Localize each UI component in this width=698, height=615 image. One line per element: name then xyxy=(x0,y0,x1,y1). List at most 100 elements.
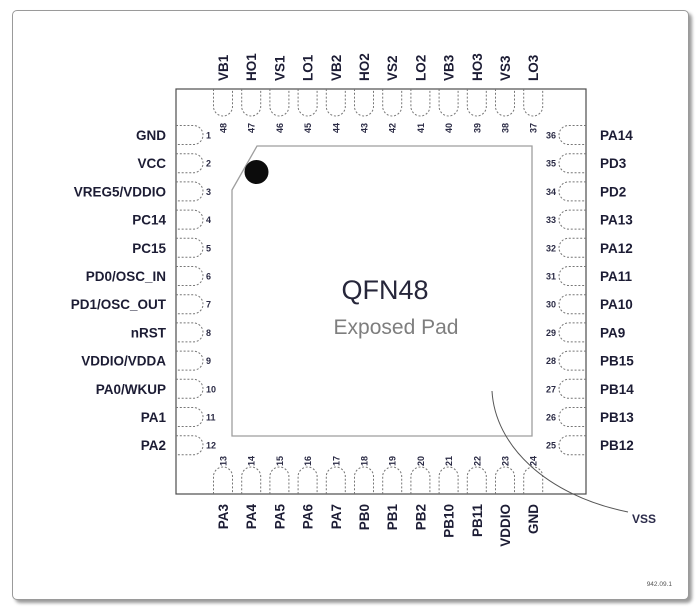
pin-label: LO3 xyxy=(526,54,541,81)
pin-20: 20 PB2 xyxy=(410,456,431,530)
pin-number: 17 xyxy=(331,456,341,466)
pin-label: PC14 xyxy=(132,213,166,228)
pin-pad-shape xyxy=(558,407,586,427)
pin-28: 28 PB15 xyxy=(546,350,634,371)
pin-44: 44 VB2 xyxy=(325,55,346,133)
pin-number: 3 xyxy=(206,187,211,197)
pin-label: LO2 xyxy=(413,55,428,81)
pin-pad-shape xyxy=(410,466,431,494)
pin-4: 4 PC14 xyxy=(132,209,211,230)
pin-label: PB10 xyxy=(442,504,457,538)
pin-pad-shape xyxy=(438,466,459,494)
pin-number: 33 xyxy=(546,215,556,225)
pin-33: 33 PA13 xyxy=(546,209,633,230)
pin-pad-shape xyxy=(354,89,374,117)
pin-label: PA0/WKUP xyxy=(96,382,166,397)
pin-pad-shape xyxy=(523,466,544,494)
pin-pad-shape xyxy=(176,237,204,258)
pin-36: 36 PA14 xyxy=(546,125,633,145)
pin-pad-shape xyxy=(558,153,586,174)
pin-pad-shape xyxy=(558,350,586,371)
pin-number: 5 xyxy=(206,243,211,253)
pin-label: HO3 xyxy=(470,53,485,81)
pin-pad-shape xyxy=(176,266,204,286)
pin-7: 7 PD1/OSC_OUT xyxy=(71,294,211,315)
pin-34: 34 PD2 xyxy=(546,181,626,202)
pin-number: 25 xyxy=(546,441,556,451)
pin-pad-shape xyxy=(354,466,374,494)
pin-31: 31 PA11 xyxy=(546,266,633,286)
pin-label: PD0/OSC_IN xyxy=(86,269,166,284)
pin-label: HO2 xyxy=(357,53,372,81)
pin-label: VCC xyxy=(137,156,166,171)
pin-35: 35 PD3 xyxy=(546,153,627,174)
pin-number: 46 xyxy=(275,123,285,133)
pin-pad-shape xyxy=(558,378,586,399)
pin-number: 32 xyxy=(546,243,556,253)
pin-pad-shape xyxy=(176,125,204,145)
pin-6: 6 PD0/OSC_IN xyxy=(86,266,211,286)
pin-label: VDDIO/VDDA xyxy=(81,354,166,369)
pin-number: 4 xyxy=(206,215,211,225)
pin-label: VB2 xyxy=(329,55,344,81)
pin-number: 21 xyxy=(444,456,454,466)
pin-number: 11 xyxy=(206,413,216,423)
pin-number: 7 xyxy=(206,300,211,310)
pin-label: VB1 xyxy=(216,54,231,81)
pin-number: 44 xyxy=(331,123,341,133)
pin-pad-shape xyxy=(176,350,204,371)
pin-number: 12 xyxy=(206,441,216,451)
pin-number: 13 xyxy=(219,456,229,466)
figure-ref-number: 942.09.1 xyxy=(647,581,673,588)
pin-number: 9 xyxy=(206,356,211,366)
pin-label: PD3 xyxy=(600,156,627,171)
pin-21: 21 PB10 xyxy=(438,456,459,538)
pin-pad-shape xyxy=(558,237,586,258)
pin-16: 16 PA6 xyxy=(297,456,318,530)
pin-10: 10 PA0/WKUP xyxy=(96,378,216,399)
pin-37: 37 LO3 xyxy=(523,54,544,133)
pin-9: 9 VDDIO/VDDA xyxy=(81,350,211,371)
pin-14: 14 PA4 xyxy=(241,456,262,529)
pin-pad-shape xyxy=(325,466,346,494)
pin-number: 24 xyxy=(529,456,539,466)
pin-label: GND xyxy=(136,128,166,143)
pin-27: 27 PB14 xyxy=(546,378,634,399)
pin-42: 42 VS2 xyxy=(382,55,403,133)
pin-43: 43 HO2 xyxy=(354,53,374,133)
pin-number: 47 xyxy=(247,123,257,133)
pin-pad-shape xyxy=(176,407,204,427)
pin-number: 28 xyxy=(546,356,556,366)
pin-25: 25 PB12 xyxy=(546,435,634,456)
pin-pad-shape xyxy=(558,435,586,456)
pin-number: 35 xyxy=(546,159,556,169)
exposed-pad-label: Exposed Pad xyxy=(334,316,459,339)
vss-leader-line xyxy=(491,390,629,513)
pin-pad-shape xyxy=(410,89,431,117)
pin-number: 39 xyxy=(472,123,482,133)
pin-29: 29 PA9 xyxy=(546,322,625,343)
pin-pad-shape xyxy=(438,89,459,117)
pin-11: 11 PA1 xyxy=(141,407,216,427)
pin-pad-shape xyxy=(382,89,403,117)
pin-number: 10 xyxy=(206,384,216,394)
pin-number: 37 xyxy=(529,123,539,133)
pin-label: PA5 xyxy=(272,504,287,530)
pin-label: PB11 xyxy=(470,504,485,538)
pin-41: 41 LO2 xyxy=(410,55,431,133)
pin-label: PA10 xyxy=(600,297,633,312)
pin-number: 26 xyxy=(546,413,556,423)
pin-12: 12 PA2 xyxy=(141,435,216,456)
pin-pad-shape xyxy=(176,181,204,202)
vss-label: VSS xyxy=(632,512,656,526)
pin-label: nRST xyxy=(131,325,167,340)
pin-label: VS3 xyxy=(498,55,513,81)
pin-label: VB3 xyxy=(442,54,457,81)
pin-number: 19 xyxy=(388,456,398,466)
pin-label: VDDIO xyxy=(498,504,513,547)
pin-number: 6 xyxy=(206,272,211,282)
pin-label: PA6 xyxy=(301,504,316,530)
pin-48: 48 VB1 xyxy=(213,54,233,133)
pin-number: 23 xyxy=(501,456,511,466)
